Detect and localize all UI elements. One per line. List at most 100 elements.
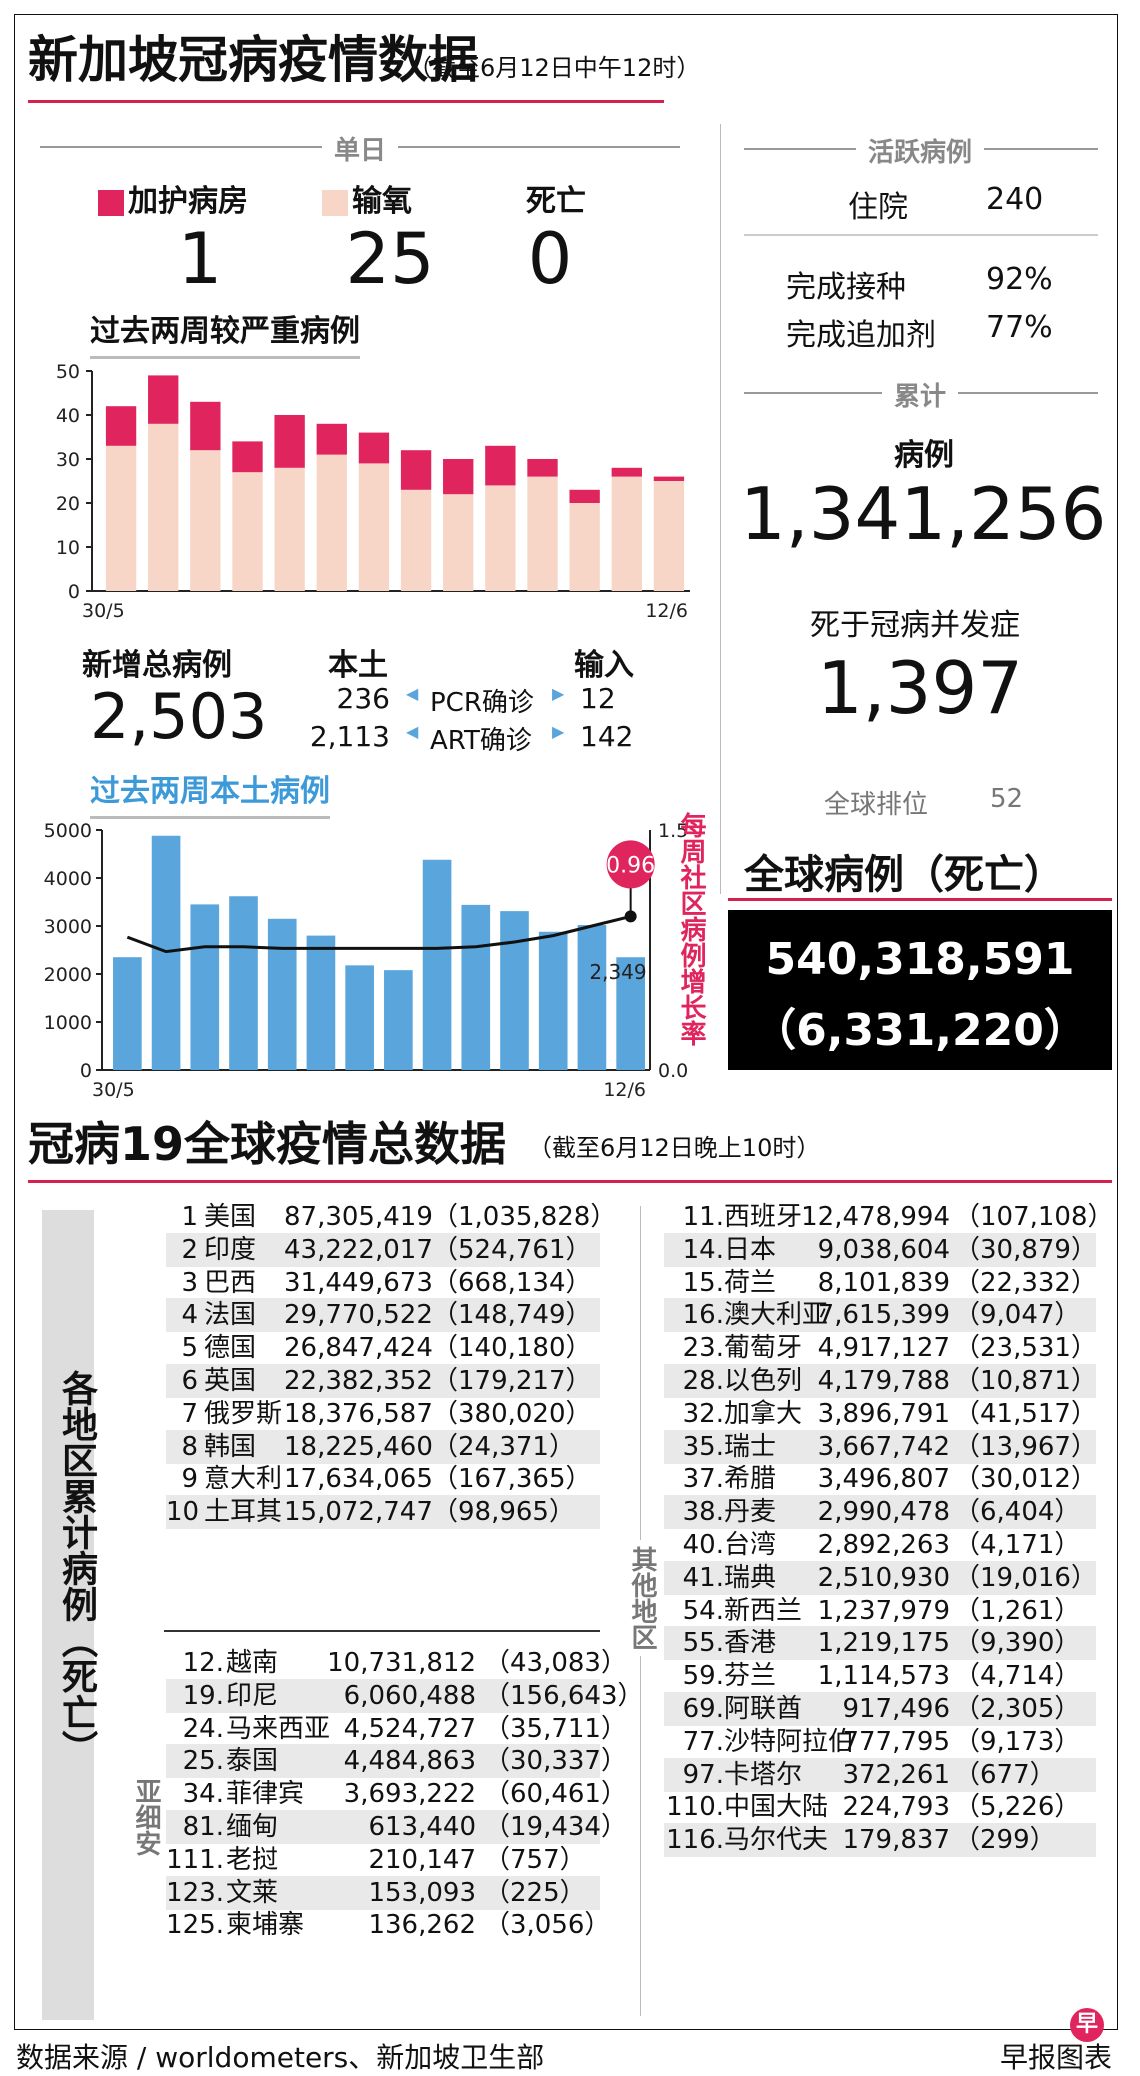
death-count: （1,261） bbox=[954, 1595, 1081, 1626]
table-row: 41. 瑞典 2,510,930 （19,016） bbox=[664, 1560, 1097, 1595]
table-row: 2 印度 43,222,017 （524,761） bbox=[166, 1232, 600, 1267]
death-count: （19,016） bbox=[954, 1562, 1097, 1593]
table-row: 125. 柬埔寨 136,262 （3,056） bbox=[166, 1908, 610, 1942]
cumulative-cases-label: 病例 bbox=[894, 438, 954, 473]
death-count: （60,461） bbox=[484, 1779, 627, 1810]
death-count: （9,047） bbox=[954, 1300, 1081, 1331]
y-tick-label: 4000 bbox=[44, 868, 92, 890]
case-count: 1,219,175 bbox=[817, 1628, 950, 1659]
cumulative-deaths-value: 1,397 bbox=[816, 646, 1024, 730]
arrow-right-icon: ▶ bbox=[552, 684, 565, 703]
table-row: 123. 文莱 153,093 （225） bbox=[166, 1875, 600, 1910]
rank-cell: 81. bbox=[182, 1812, 224, 1842]
y-tick-label: 20 bbox=[56, 493, 80, 515]
booster-label: 完成追加剂 bbox=[786, 318, 936, 353]
death-count: （4,171） bbox=[954, 1530, 1081, 1560]
death-count: （30,012） bbox=[954, 1464, 1097, 1495]
case-count: 18,376,587 bbox=[284, 1398, 433, 1429]
country-name: 澳大利亚 bbox=[724, 1300, 829, 1331]
oxygen-bar bbox=[232, 472, 263, 591]
death-count: （19,434） bbox=[484, 1812, 627, 1842]
hospital-value: 240 bbox=[986, 182, 1044, 217]
country-name: 日本 bbox=[724, 1234, 777, 1265]
rank-cell: 8 bbox=[181, 1431, 198, 1462]
death-count: （380,020） bbox=[432, 1398, 592, 1429]
arrow-right-icon: ▶ bbox=[552, 722, 565, 741]
case-count: 224,793 bbox=[842, 1792, 950, 1823]
table-row: 38. 丹麦 2,990,478 （6,404） bbox=[664, 1495, 1096, 1530]
table-row: 54. 新西兰 1,237,979 （1,261） bbox=[664, 1594, 1096, 1628]
country-name: 马来西亚 bbox=[226, 1713, 331, 1744]
severe-cases-chart: 0 10 20 30 40 50 30/5 12/6 bbox=[56, 361, 690, 622]
oxygen-bar bbox=[148, 423, 179, 591]
case-count: 8,101,839 bbox=[817, 1267, 950, 1298]
rank-cell: 28. bbox=[682, 1366, 724, 1396]
table-row: 37. 希腊 3,496,807 （30,012） bbox=[664, 1462, 1097, 1496]
table-row: 111. 老挝 210,147 （757） bbox=[166, 1843, 600, 1877]
growth-rate-line bbox=[126, 914, 632, 954]
art-label: ART确诊 bbox=[430, 726, 532, 756]
icu-bar bbox=[358, 432, 390, 464]
local-case-bar bbox=[538, 931, 568, 1070]
global-totals-box: 540,318,591 （6,331,220） bbox=[728, 910, 1112, 1070]
death-count: （524,761） bbox=[432, 1234, 592, 1265]
table-row: 12. 越南 10,731,812 （43,083） bbox=[166, 1646, 627, 1680]
oxygen-bar bbox=[400, 489, 432, 591]
case-count: 43,222,017 bbox=[284, 1234, 433, 1265]
ratio-callout-badge bbox=[606, 840, 655, 889]
oxygen-bar bbox=[105, 445, 137, 591]
case-count: 1,114,573 bbox=[817, 1661, 950, 1692]
table-row: 6 英国 22,382,352 （179,217） bbox=[166, 1364, 600, 1398]
arrow-left-icon: ◀ bbox=[406, 684, 419, 703]
daily-oxygen-label: 输氧 bbox=[322, 176, 412, 220]
icu-bar bbox=[232, 441, 263, 473]
case-count: 4,179,788 bbox=[817, 1366, 950, 1396]
local-case-bar bbox=[306, 935, 336, 1070]
x-end-label: 12/6 bbox=[645, 600, 688, 622]
country-name: 瑞典 bbox=[724, 1562, 777, 1593]
local-case-bar bbox=[384, 970, 413, 1070]
table-row: 9 意大利 17,634,065 （167,365） bbox=[166, 1462, 600, 1496]
case-count: 2,510,930 bbox=[817, 1562, 950, 1593]
case-count: 12,478,994 bbox=[801, 1202, 950, 1232]
death-count: （2,305） bbox=[954, 1694, 1081, 1724]
icu-bar bbox=[443, 459, 474, 495]
y-tick-label: 3000 bbox=[44, 916, 92, 938]
y2-tick-label: 0.0 bbox=[658, 1060, 688, 1082]
table-row: 110. 中国大陆 224,793 （5,226） bbox=[664, 1790, 1096, 1824]
country-name: 英国 bbox=[204, 1366, 257, 1396]
country-name: 柬埔寨 bbox=[226, 1910, 305, 1941]
rank-cell: 59. bbox=[682, 1661, 724, 1692]
country-name: 加拿大 bbox=[724, 1398, 803, 1429]
table-row: 15. 荷兰 8,101,839 （22,332） bbox=[664, 1266, 1097, 1300]
country-name: 德国 bbox=[204, 1333, 257, 1364]
death-count: （30,879） bbox=[954, 1234, 1097, 1265]
new-cases-total: 2,503 bbox=[90, 680, 268, 753]
case-count: 179,837 bbox=[842, 1825, 950, 1856]
rank-cell: 2 bbox=[181, 1234, 198, 1265]
cumulative-section-title: 累计 bbox=[881, 376, 959, 413]
local-case-bar bbox=[422, 859, 452, 1070]
icu-bar bbox=[653, 476, 685, 481]
case-count: 3,496,807 bbox=[817, 1464, 950, 1495]
top10-divider bbox=[164, 1630, 600, 1632]
global-title-underline bbox=[728, 898, 1112, 901]
death-count: （677） bbox=[954, 1759, 1056, 1790]
country-name: 新西兰 bbox=[724, 1595, 803, 1626]
title-underline bbox=[28, 100, 664, 103]
global-rank-value: 52 bbox=[990, 784, 1024, 814]
case-count: 15,072,747 bbox=[284, 1497, 433, 1528]
cumulative-cases-value: 1,341,256 bbox=[740, 472, 1107, 556]
country-name: 荷兰 bbox=[724, 1267, 777, 1298]
country-name: 香港 bbox=[724, 1628, 777, 1659]
arrow-left-icon: ◀ bbox=[406, 722, 419, 741]
local-case-bar bbox=[229, 896, 258, 1070]
oxygen-bar bbox=[190, 450, 221, 591]
other-regions-label: 其他地区 bbox=[624, 1540, 661, 1656]
table-row: 40. 台湾 2,892,263 （4,171） bbox=[664, 1528, 1096, 1562]
country-name: 丹麦 bbox=[724, 1497, 777, 1528]
growth-rate-point bbox=[624, 910, 637, 923]
table-row: 19. 印尼 6,060,488 （156,643） bbox=[166, 1678, 644, 1713]
local-case-bar bbox=[345, 965, 374, 1070]
last-value-label: 2,349 bbox=[589, 960, 646, 984]
